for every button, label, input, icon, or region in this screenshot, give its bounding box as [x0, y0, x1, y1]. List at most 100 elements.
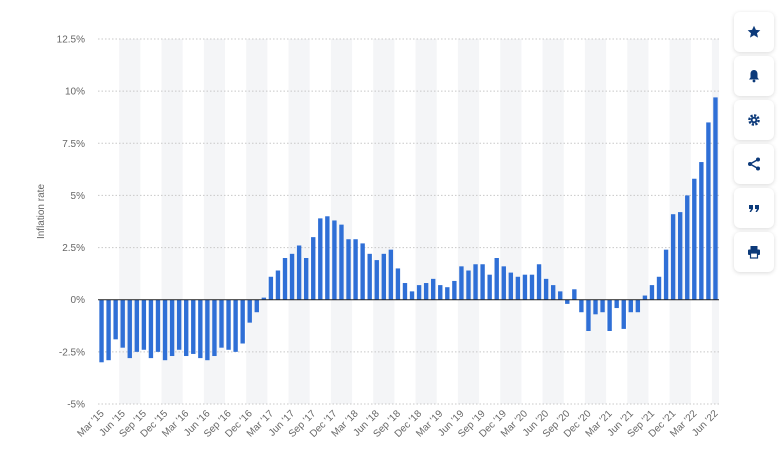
bar[interactable] [184, 299, 189, 357]
bar[interactable] [296, 245, 302, 300]
bar[interactable] [621, 299, 626, 329]
bar[interactable] [445, 287, 450, 300]
bar[interactable] [706, 122, 711, 300]
bar[interactable] [99, 299, 104, 363]
bar[interactable] [656, 276, 662, 300]
bar[interactable] [635, 299, 641, 313]
bar[interactable] [614, 299, 619, 309]
bar[interactable] [169, 299, 175, 357]
bar[interactable] [607, 299, 612, 331]
bar[interactable] [332, 220, 337, 300]
bar[interactable] [593, 299, 598, 315]
bar[interactable] [572, 289, 577, 300]
bar[interactable] [198, 299, 203, 359]
bar[interactable] [127, 299, 132, 359]
bar[interactable] [508, 272, 514, 300]
bar[interactable] [226, 299, 231, 350]
cite-button[interactable] [734, 188, 774, 228]
bar[interactable] [670, 214, 676, 300]
bar[interactable] [480, 264, 485, 300]
bar[interactable] [212, 299, 217, 357]
bar[interactable] [459, 266, 464, 300]
share-button[interactable] [734, 144, 774, 184]
bar[interactable] [600, 299, 605, 313]
bar[interactable] [529, 274, 535, 300]
gear-icon [748, 114, 760, 126]
bar[interactable] [431, 278, 436, 300]
bar[interactable] [254, 299, 259, 313]
bar[interactable] [311, 237, 316, 300]
bar[interactable] [536, 264, 542, 300]
bar[interactable] [713, 97, 718, 300]
bar[interactable] [550, 285, 556, 300]
bar[interactable] [522, 274, 528, 300]
bar[interactable] [176, 299, 182, 350]
bar[interactable] [388, 249, 394, 300]
bar[interactable] [162, 299, 168, 361]
bar[interactable] [402, 283, 408, 300]
settings-button[interactable] [734, 100, 774, 140]
bar[interactable] [452, 280, 457, 300]
bar[interactable] [282, 258, 288, 300]
bar[interactable] [558, 291, 563, 300]
bar[interactable] [395, 268, 401, 300]
bar[interactable] [663, 249, 669, 300]
y-tick-label: 7.5% [62, 139, 85, 150]
bar[interactable] [367, 253, 372, 300]
bar[interactable] [543, 278, 549, 300]
bar[interactable] [438, 285, 443, 300]
bar[interactable] [346, 239, 351, 300]
bar[interactable] [692, 178, 697, 300]
bar[interactable] [240, 299, 245, 344]
bar[interactable] [339, 224, 344, 300]
bar[interactable] [473, 264, 478, 300]
bookmark-button[interactable] [734, 12, 774, 52]
bar[interactable] [423, 283, 429, 300]
bar[interactable] [205, 299, 210, 361]
bar[interactable] [191, 299, 196, 354]
chart-toolbar [734, 12, 774, 276]
bar[interactable] [134, 299, 139, 352]
bar[interactable] [649, 285, 655, 300]
bar[interactable] [374, 260, 379, 300]
bar[interactable] [141, 299, 147, 350]
bar[interactable] [494, 258, 499, 300]
bar[interactable] [381, 253, 386, 300]
bar[interactable] [303, 258, 309, 300]
bar[interactable] [360, 243, 365, 300]
bar[interactable] [501, 266, 506, 300]
background-band [373, 39, 395, 404]
bar[interactable] [268, 276, 274, 300]
bar[interactable] [586, 299, 591, 331]
bar[interactable] [487, 274, 492, 300]
bar[interactable] [113, 299, 118, 340]
bar[interactable] [148, 299, 154, 359]
bar[interactable] [579, 299, 584, 313]
bar[interactable] [155, 299, 161, 352]
bar[interactable] [628, 299, 633, 313]
bar[interactable] [120, 299, 125, 348]
bar[interactable] [685, 195, 690, 300]
bar[interactable] [515, 276, 521, 300]
bar[interactable] [325, 216, 330, 300]
bar[interactable] [318, 218, 323, 300]
bar[interactable] [642, 295, 648, 300]
bar[interactable] [409, 291, 415, 300]
background-band [584, 39, 607, 404]
bar[interactable] [699, 162, 704, 300]
bar[interactable] [233, 299, 238, 352]
bar[interactable] [466, 270, 471, 300]
print-button[interactable] [734, 232, 774, 272]
bar[interactable] [416, 285, 422, 300]
bar[interactable] [289, 253, 295, 300]
bar[interactable] [261, 297, 267, 300]
bar[interactable] [219, 299, 224, 348]
bar[interactable] [678, 212, 683, 300]
bar[interactable] [565, 299, 570, 304]
bar[interactable] [275, 270, 281, 300]
bar[interactable] [106, 299, 111, 361]
bar[interactable] [353, 239, 358, 300]
bar[interactable] [247, 299, 252, 323]
notification-button[interactable] [734, 56, 774, 96]
y-tick-label: -2.5% [59, 347, 85, 358]
